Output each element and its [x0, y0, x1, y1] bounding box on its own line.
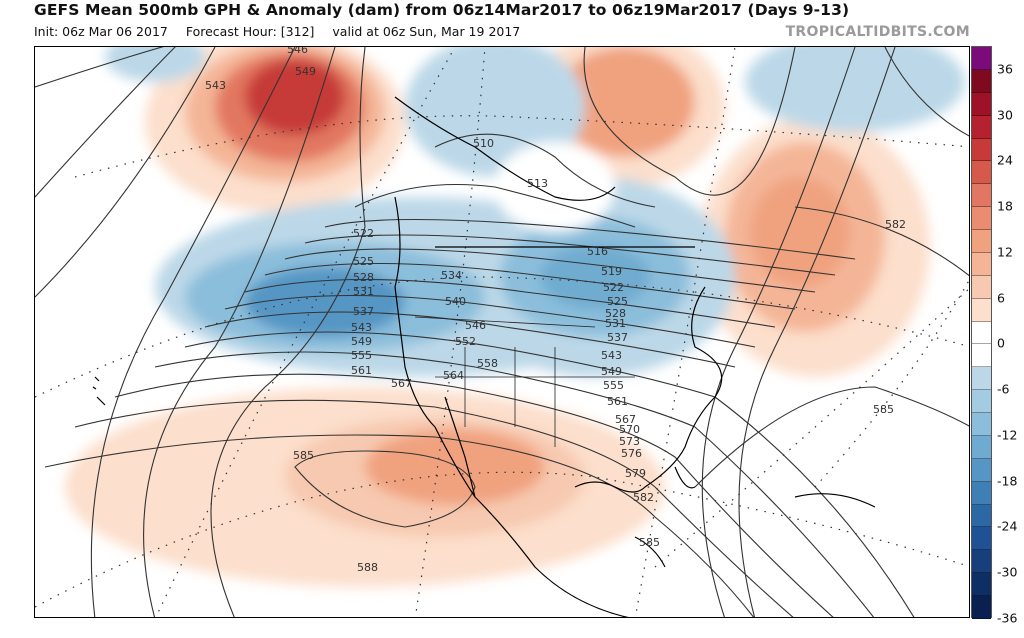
colorbar-band — [972, 367, 991, 391]
contour-label: 543 — [601, 349, 622, 362]
contour-label: 579 — [625, 467, 646, 480]
colorbar-tick-label: 18 — [997, 198, 1013, 214]
contour-label: 543 — [351, 321, 372, 334]
colorbar-tick-label: -18 — [997, 473, 1018, 489]
contour-label: 549 — [351, 335, 372, 348]
anomaly-colorbar — [971, 46, 992, 619]
contour-label: 522 — [353, 227, 374, 240]
colorbar-tick-label: -6 — [997, 381, 1010, 397]
contour-label: 531 — [605, 317, 626, 330]
map-panel: 546 549 543 510 513 522 525 528 531 537 543 549 555 5… — [34, 46, 970, 618]
contour-label: 555 — [351, 349, 372, 362]
map-graphic: 5465495435105135225255285315375435495555… — [35, 47, 969, 617]
height-contours — [35, 47, 969, 617]
contour-label: 546 — [465, 319, 486, 332]
contour-label: 537 — [353, 305, 374, 318]
colorbar-band — [972, 390, 991, 414]
colorbar-band — [972, 47, 991, 70]
contour-label: 549 — [601, 365, 622, 378]
colorbar-tick-label: -12 — [997, 427, 1018, 443]
forecast-hour: Forecast Hour: [312] — [185, 24, 315, 39]
colorbar-band — [972, 527, 991, 551]
borders — [414, 316, 635, 447]
contour-label: 567 — [615, 413, 636, 426]
colorbar-band — [972, 138, 991, 162]
colorbar-band — [972, 184, 991, 208]
colorbar-band — [972, 344, 991, 368]
colorbar-band — [972, 413, 991, 436]
contour-label: 528 — [605, 307, 626, 320]
contour-label: 516 — [587, 245, 608, 258]
contour-label: 588 — [357, 561, 378, 574]
contour-label: 573 — [619, 435, 640, 448]
colorbar-band — [972, 298, 991, 322]
contour-label: 585 — [873, 403, 894, 416]
contour-label: 546 — [287, 47, 308, 56]
chart-subtitle: Init: 06z Mar 06 2017 Forecast Hour: [31… — [34, 24, 534, 39]
contour-label: 558 — [477, 357, 498, 370]
contour-label: 585 — [293, 449, 314, 462]
contour-label: 534 — [441, 269, 462, 282]
contour-label: 543 — [205, 79, 226, 92]
contour-label: 561 — [607, 395, 628, 408]
colorbar-band — [972, 161, 991, 185]
contour-label: 510 — [473, 137, 494, 150]
contour-label: 528 — [353, 271, 374, 284]
colorbar-band — [972, 458, 991, 482]
colorbar-tick-label: 24 — [997, 152, 1013, 168]
contour-label: 525 — [607, 295, 628, 308]
contour-label: 549 — [295, 65, 316, 78]
contour-label: 552 — [455, 335, 476, 348]
contour-label: 519 — [601, 265, 622, 278]
coastlines — [92, 96, 876, 617]
anomaly-shading — [65, 47, 965, 587]
colorbar-tick-label: 12 — [997, 244, 1013, 260]
colorbar-band — [972, 573, 991, 597]
valid-time: valid at 06z Sun, Mar 19 2017 — [332, 24, 521, 39]
colorbar-band — [972, 321, 991, 345]
colorbar-band — [972, 69, 991, 93]
contour-label: 513 — [527, 177, 548, 190]
contour-label: 585 — [639, 536, 660, 549]
colorbar-band — [972, 435, 991, 459]
contour-label: 567 — [391, 377, 412, 390]
contour-label: 564 — [443, 369, 464, 382]
colorbar-band — [972, 252, 991, 276]
colorbar-tick-label: 0 — [997, 335, 1005, 351]
colorbar-tick-label: -30 — [997, 564, 1018, 580]
contour-label: 540 — [445, 295, 466, 308]
contour-label: 582 — [633, 491, 654, 504]
colorbar-band — [972, 92, 991, 116]
colorbar-tick-label: -36 — [997, 610, 1018, 626]
chart-title: GEFS Mean 500mb GPH & Anomaly (dam) from… — [34, 1, 850, 19]
colorbar-band — [972, 230, 991, 253]
colorbar-tick-label: 30 — [997, 107, 1013, 123]
contour-label: 555 — [603, 379, 624, 392]
contour-label: 522 — [603, 281, 624, 294]
contour-label: 576 — [621, 447, 642, 460]
colorbar-band — [972, 596, 991, 619]
colorbar-tick-label: 6 — [997, 290, 1005, 306]
contour-label: 531 — [353, 285, 374, 298]
graticule — [35, 47, 969, 617]
colorbar-band — [972, 504, 991, 528]
contour-label: 561 — [351, 364, 372, 377]
contour-label: 582 — [885, 218, 906, 231]
contour-labels: 5465495435105135225255285315375435495555… — [205, 47, 906, 574]
brand-watermark: TROPICALTIDBITS.COM — [785, 24, 970, 40]
contour-label: 525 — [353, 255, 374, 268]
colorbar-band — [972, 207, 991, 231]
init-time: Init: 06z Mar 06 2017 — [34, 24, 168, 39]
colorbar-band — [972, 275, 991, 299]
contour-label: 570 — [619, 423, 640, 436]
colorbar-tick-label: 36 — [997, 61, 1013, 77]
colorbar-band — [972, 550, 991, 574]
colorbar-band — [972, 481, 991, 505]
contour-label: 537 — [607, 331, 628, 344]
colorbar-tick-label: -24 — [997, 518, 1018, 534]
colorbar-band — [972, 115, 991, 139]
